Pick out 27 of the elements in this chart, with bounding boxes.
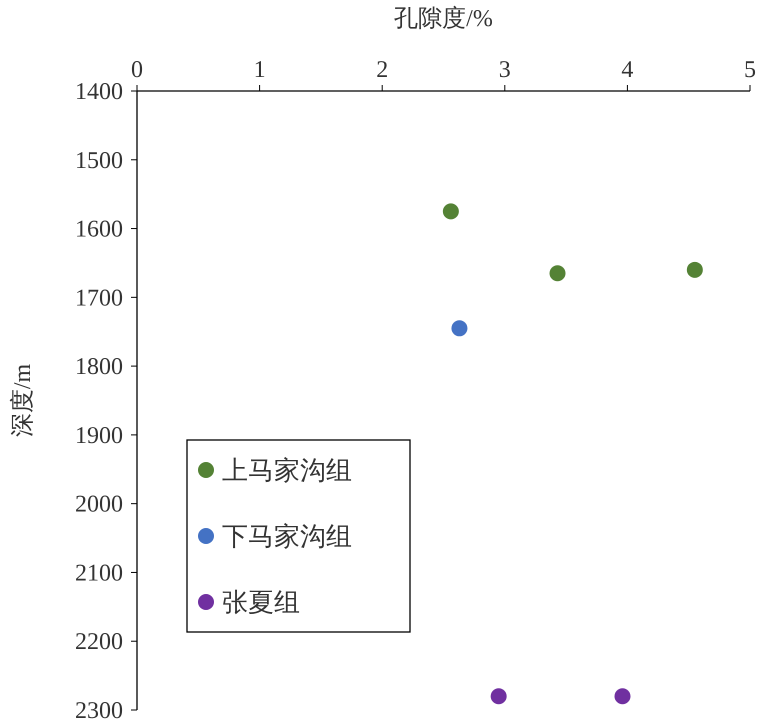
y-tick-label: 2300 (75, 698, 123, 724)
x-tick-label: 4 (621, 57, 634, 83)
legend-label: 张夏组 (222, 588, 300, 617)
y-tick-label: 2100 (75, 560, 123, 586)
legend-label: 上马家沟组 (222, 456, 352, 485)
x-axis-title: 孔隙度/% (394, 5, 493, 32)
point (490, 688, 507, 704)
x-tick-label: 3 (498, 57, 511, 83)
y-tick-label: 1800 (75, 354, 123, 380)
y-tick-label: 2000 (75, 492, 123, 518)
x-tick-label: 5 (744, 57, 756, 83)
x-tick-label: 0 (131, 57, 143, 83)
y-tick-label: 1700 (75, 285, 123, 312)
y-tick-label: 2200 (75, 629, 123, 656)
legend-label: 下马家沟组 (222, 522, 352, 551)
y-axis-title: 深度/m (9, 364, 36, 438)
point (614, 688, 630, 704)
point (550, 265, 566, 282)
point (451, 320, 468, 336)
x-tick-label: 1 (254, 57, 266, 83)
y-tick-label: 1900 (75, 422, 123, 449)
y-tick-label: 1600 (75, 216, 123, 243)
point (686, 262, 703, 278)
y-tick-label: 1500 (75, 148, 123, 174)
point (442, 203, 459, 220)
y-tick-label: 1400 (75, 79, 123, 105)
x-tick-label: 2 (376, 57, 388, 83)
